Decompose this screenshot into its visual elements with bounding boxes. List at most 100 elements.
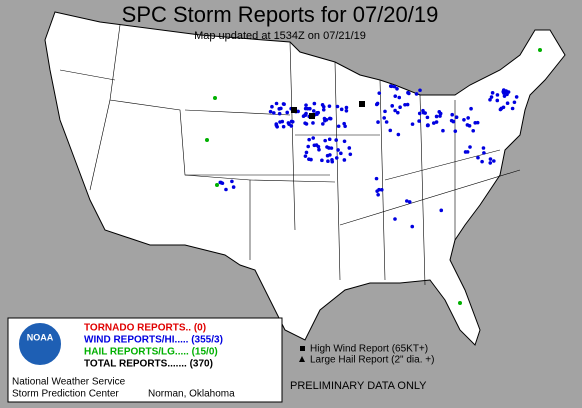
wind-report [431, 121, 436, 125]
wind-report [434, 120, 439, 124]
wind-report [281, 102, 286, 106]
wind-report [285, 110, 290, 115]
wind-report [488, 157, 493, 161]
wind-report [418, 88, 422, 93]
wind-report [437, 110, 442, 114]
wind-report [475, 120, 480, 125]
wind-report [321, 122, 325, 126]
wind-report [439, 208, 444, 213]
wind-report [421, 108, 425, 113]
wind-report [374, 176, 379, 181]
wind-report [320, 158, 324, 163]
wind-report [334, 156, 339, 160]
wind-report [342, 158, 347, 162]
state-lines [59, 24, 521, 286]
wind-report [466, 116, 470, 120]
wind-report [377, 91, 382, 95]
wind-report [390, 104, 395, 108]
wind-report [476, 155, 480, 160]
wind-report [344, 108, 349, 113]
wind-report [348, 152, 353, 157]
wind-report [417, 111, 422, 116]
wind-report [270, 104, 274, 109]
wind-report [342, 121, 346, 126]
wind-report [501, 105, 506, 110]
wind-report [407, 91, 411, 96]
legend-item: TORNADO REPORTS.. (0) [84, 323, 206, 334]
wind-report [230, 179, 234, 184]
wind-report [305, 106, 310, 111]
high-wind-report [309, 113, 315, 119]
wind-report [278, 120, 282, 124]
wind-report [327, 116, 332, 121]
wind-report [286, 121, 291, 125]
wind-report [488, 161, 493, 165]
wind-report [482, 151, 486, 155]
wind-report [417, 119, 421, 123]
wind-report [321, 104, 326, 109]
wind-report [480, 159, 484, 164]
wind-report [275, 124, 279, 129]
wind-report [330, 159, 335, 164]
footer-note: PRELIMINARY DATA ONLY [290, 380, 427, 392]
wind-report [336, 148, 340, 152]
wind-report [403, 102, 407, 107]
logo-text: NOAA [27, 332, 54, 342]
us-land [44, 11, 566, 346]
wind-report [289, 124, 294, 128]
wind-report [316, 144, 321, 149]
wind-report [449, 118, 454, 123]
wind-report [306, 144, 311, 149]
wind-report [467, 124, 472, 128]
wind-report [311, 121, 315, 125]
wind-report [224, 187, 228, 192]
wind-report [506, 90, 511, 94]
wind-report [393, 108, 397, 113]
wind-report [309, 157, 313, 162]
wind-report [490, 91, 495, 95]
wind-report [323, 138, 327, 143]
wind-report [441, 128, 445, 133]
wind-report [393, 94, 398, 98]
key-item: High Wind Report (65KT+) [310, 344, 428, 355]
wind-report [502, 94, 507, 98]
wind-report [274, 101, 279, 106]
wind-report [396, 132, 401, 137]
title: SPC Storm Reports for 07/20/19 [122, 2, 439, 27]
legend-item: HAIL REPORTS/LG..... (15/0) [84, 347, 218, 358]
high-wind-report [359, 101, 365, 107]
wind-report [279, 106, 283, 111]
wind-report [339, 107, 344, 112]
wind-report [374, 102, 379, 107]
wind-report [454, 115, 459, 120]
wind-report [311, 136, 316, 140]
key-triangle [299, 356, 305, 362]
hail-report [205, 138, 209, 142]
wind-report [376, 120, 380, 124]
wind-report [304, 150, 309, 155]
wind-report [384, 120, 389, 124]
center: Storm Prediction Center [12, 389, 119, 400]
wind-report [397, 95, 402, 100]
wind-report [334, 138, 339, 142]
report-markers [205, 48, 542, 305]
wind-report [469, 106, 473, 111]
wind-report [327, 104, 332, 108]
wind-report [327, 137, 332, 142]
wind-report [414, 92, 419, 96]
wind-report [383, 109, 387, 114]
wind-report [395, 86, 399, 91]
wind-report [277, 111, 282, 116]
wind-report [304, 122, 309, 126]
hail-report [458, 301, 462, 305]
wind-report [398, 105, 402, 110]
wind-report [407, 200, 412, 204]
wind-report [405, 102, 410, 107]
wind-report [347, 146, 352, 150]
wind-report [379, 187, 384, 192]
wind-report [438, 114, 442, 118]
wind-report [450, 112, 455, 117]
wind-report [471, 128, 476, 133]
